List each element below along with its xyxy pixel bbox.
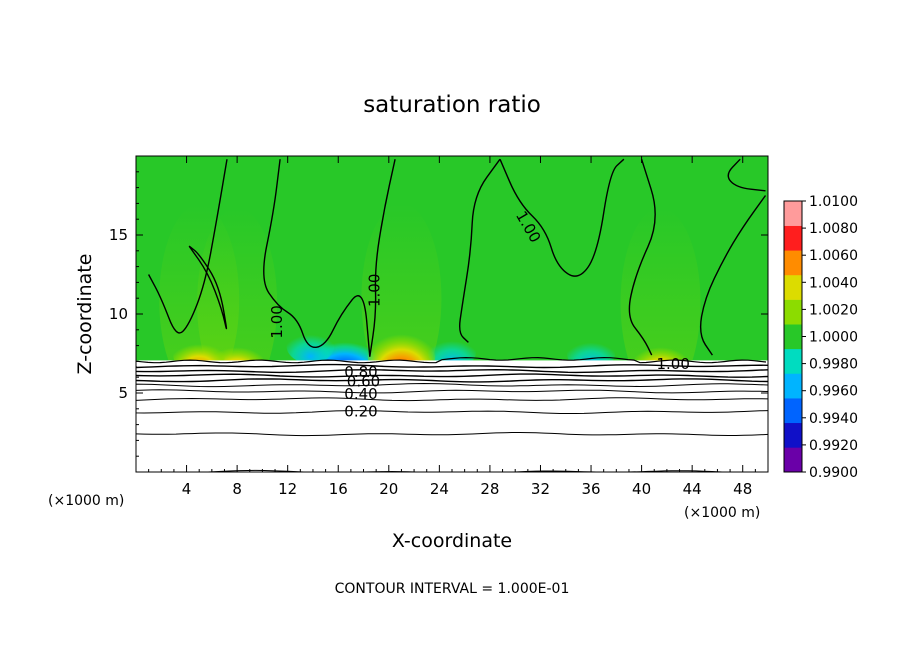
contour-label-3: 1.00 (656, 355, 689, 373)
contour-line-low-7 (136, 373, 768, 378)
contour-interval-note: CONTOUR INTERVAL = 1.000E-01 (335, 581, 570, 597)
x-tick-label-3: 16 (329, 480, 348, 498)
colorbar-swatch-6 (784, 299, 802, 325)
colorbar-swatch-3 (784, 373, 802, 399)
contour-line-saturation-0 (147, 159, 228, 334)
contour-label-6: 0.40 (344, 385, 377, 403)
colorbar-label-3: 0.9960 (809, 384, 858, 400)
contour-line-low-5 (136, 382, 768, 388)
x-tick-label-2: 12 (278, 480, 297, 498)
y-tick-label-2: 15 (109, 226, 128, 244)
contour-labels: 1.001.001.001.000.800.600.400.20 (268, 208, 690, 421)
colorbar-label-4: 0.9980 (809, 357, 858, 373)
contour-label-1: 1.00 (365, 274, 383, 307)
x-tick-label-9: 40 (632, 480, 651, 498)
x-tick-label-6: 28 (480, 480, 499, 498)
x-tick-label-10: 44 (683, 480, 702, 498)
x-tick-label-7: 32 (531, 480, 550, 498)
contour-label-5: 0.60 (347, 372, 380, 390)
colorbar-swatch-4 (784, 348, 802, 374)
x-axis: 4 8 12 16 20 24 28 32 36 40 44 48 (148, 156, 756, 498)
colorbar-swatch-5 (784, 324, 802, 350)
x-tick-label-5: 24 (430, 480, 449, 498)
y-axis-label: Z-coordinate (74, 254, 96, 375)
x-unit-label-right: (×1000 m) (684, 505, 760, 521)
x-axis-label: X-coordinate (392, 530, 512, 552)
contour-line-saturation-4 (458, 158, 501, 343)
contour-line-saturation-5 (499, 158, 625, 277)
contour-line-saturation-3 (369, 159, 396, 357)
colorbar-label-2: 0.9940 (809, 411, 858, 427)
colorbar-swatch-0 (784, 447, 802, 473)
colorbar-swatch-1 (784, 422, 802, 448)
contour-line-low-6 (136, 378, 768, 383)
contour-label-7: 0.20 (344, 403, 377, 421)
plot-area: 1.001.001.001.000.800.600.400.20 (136, 156, 768, 472)
colorbar-swatch-9 (784, 225, 802, 251)
colorbar-label-7: 1.0040 (809, 275, 858, 291)
contour-line-low-0 (136, 469, 731, 472)
colorbar: 0.9900 0.9920 0.9940 0.9960 0.9980 1.0000 1.00… (783, 194, 858, 481)
x-tick-label-11: 48 (733, 480, 752, 498)
contour-line-saturation-7 (699, 195, 767, 356)
colorbar-swatch-10 (784, 201, 802, 226)
contour-label-0: 1.00 (268, 305, 286, 338)
colorbar-label-5: 1.0000 (809, 330, 858, 346)
chart-title: saturation ratio (363, 92, 541, 118)
x-unit-label-left: (×1000 m) (48, 493, 124, 509)
colorbar-swatch-7 (784, 274, 802, 300)
contour-label-4: 0.80 (344, 363, 377, 381)
contour-line-saturation-8 (727, 158, 766, 192)
colorbar-label-10: 1.0100 (809, 194, 858, 210)
y-axis: 5 10 15 (109, 171, 768, 457)
colorbar-swatch-8 (784, 250, 802, 276)
contour-line-low-9 (136, 363, 768, 369)
contour-line-cloud-base (136, 356, 767, 364)
x-tick-label-8: 36 (581, 480, 600, 498)
colorbar-label-0: 0.9900 (809, 465, 858, 481)
x-tick-label-0: 4 (182, 480, 192, 498)
colorbar-label-9: 1.0080 (809, 221, 858, 237)
colorbar-label-6: 1.0020 (809, 302, 858, 318)
contour-line-low-1 (136, 432, 768, 437)
contour-line-low-3 (136, 397, 768, 402)
y-tick-label-0: 5 (118, 384, 128, 402)
contour-lines (136, 158, 768, 472)
contour-line-saturation-6 (628, 158, 656, 356)
y-tick-label-1: 10 (109, 305, 128, 323)
colorbar-swatch-2 (784, 398, 802, 424)
colorbar-label-1: 0.9920 (809, 438, 858, 454)
contour-line-saturation-1 (188, 245, 228, 330)
colorbar-label-8: 1.0060 (809, 248, 858, 264)
contour-line-saturation-2 (263, 159, 371, 357)
contour-line-low-4 (136, 389, 768, 394)
x-tick-label-1: 8 (232, 480, 242, 498)
contour-line-low-8 (136, 368, 768, 374)
contour-line-low-2 (136, 410, 768, 414)
x-tick-label-4: 20 (379, 480, 398, 498)
